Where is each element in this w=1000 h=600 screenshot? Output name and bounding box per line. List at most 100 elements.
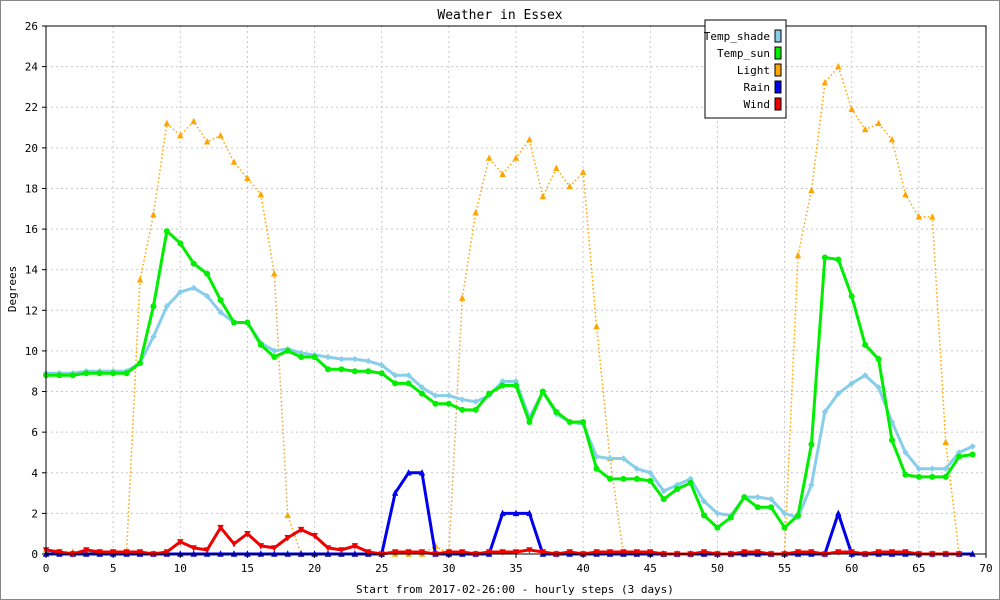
data-point-rain <box>418 469 426 476</box>
data-point-temp-shade <box>459 396 466 403</box>
data-point-wind <box>445 549 453 556</box>
data-point-temp-sun <box>338 366 345 373</box>
data-point-temp-shade <box>324 353 332 361</box>
data-point-temp-shade <box>969 443 976 450</box>
data-point-temp-sun <box>56 372 63 379</box>
data-point-temp-sun <box>969 451 976 458</box>
data-point-wind <box>123 549 130 556</box>
x-tick-label: 55 <box>778 562 791 575</box>
data-point-wind <box>83 547 90 554</box>
data-point-temp-sun <box>929 473 936 480</box>
x-axis-label: Start from 2017-02-26:00 - hourly steps … <box>356 583 674 596</box>
data-point-temp-shade <box>808 481 815 489</box>
legend-box <box>704 19 787 119</box>
y-tick-label: 26 <box>25 20 38 33</box>
data-point-wind <box>835 549 842 556</box>
data-point-wind <box>324 545 332 552</box>
data-point-wind <box>808 549 815 556</box>
series-line-temp-sun <box>46 229 973 530</box>
data-point-light <box>929 213 936 220</box>
legend-swatch <box>774 29 782 43</box>
data-point-temp-sun <box>325 366 331 373</box>
data-point-temp-sun <box>445 400 452 407</box>
data-point-temp-shade <box>351 355 359 363</box>
data-point-wind <box>230 541 238 548</box>
data-point-temp-sun <box>392 380 399 387</box>
data-point-temp-sun <box>701 512 707 519</box>
data-point-light <box>902 190 909 198</box>
data-point-temp-sun <box>459 406 466 413</box>
data-point-temp-sun <box>472 406 479 413</box>
x-tick-label: 40 <box>577 562 590 575</box>
data-point-rain <box>405 469 412 476</box>
x-tick-label: 30 <box>442 562 455 575</box>
series-layer <box>42 62 976 558</box>
data-point-temp-sun <box>217 297 224 304</box>
y-tick-label: 20 <box>25 142 38 155</box>
data-point-light <box>579 168 587 175</box>
data-point-temp-shade <box>445 392 453 399</box>
data-point-wind <box>633 549 641 556</box>
tick-labels: 0 5 10 15 20 25 30 35 40 45 50 55 60 65 70024681012141… <box>25 20 993 575</box>
data-point-temp-sun <box>714 524 721 531</box>
data-point-wind <box>418 549 426 556</box>
y-tick-label: 18 <box>25 182 38 195</box>
data-point-temp-shade <box>700 498 708 505</box>
data-point-wind <box>257 543 265 550</box>
legend: Temp_shade Temp_sun Light Rain Wind <box>704 19 787 119</box>
data-point-temp-sun <box>848 293 855 300</box>
data-point-temp-sun <box>781 524 788 531</box>
y-tick-label: 12 <box>25 304 38 317</box>
x-tick-label: 45 <box>644 562 657 575</box>
data-point-temp-shade <box>835 390 842 397</box>
data-point-wind <box>566 549 573 556</box>
data-point-light <box>271 270 278 277</box>
data-point-light <box>861 125 869 133</box>
data-point-light <box>150 211 157 218</box>
data-point-temp-sun <box>365 368 372 375</box>
data-point-wind <box>284 535 291 542</box>
data-point-temp-sun <box>123 370 130 377</box>
data-point-temp-sun <box>284 347 291 354</box>
data-point-light <box>136 276 144 283</box>
legend-label: Light <box>737 64 770 77</box>
y-tick-label: 22 <box>25 101 38 114</box>
data-point-temp-shade <box>647 469 654 476</box>
data-point-light <box>539 192 547 200</box>
data-point-temp-shade <box>150 333 157 340</box>
data-point-temp-sun <box>163 228 170 235</box>
data-point-temp-shade <box>271 347 278 355</box>
data-point-temp-sun <box>231 319 237 326</box>
data-point-light <box>485 154 493 161</box>
data-point-temp-sun <box>96 370 103 377</box>
data-point-light <box>499 170 506 177</box>
data-point-temp-sun <box>513 382 519 389</box>
data-point-wind <box>96 549 103 556</box>
data-point-wind <box>754 549 761 556</box>
data-point-temp-sun <box>956 453 963 460</box>
x-tick-label: 25 <box>375 562 388 575</box>
y-tick-label: 24 <box>25 61 39 74</box>
data-point-wind <box>311 533 318 540</box>
data-point-temp-shade <box>391 372 399 379</box>
data-point-wind <box>391 549 399 556</box>
data-point-wind <box>56 549 63 556</box>
data-point-temp-shade <box>217 309 224 316</box>
data-point-temp-shade <box>929 465 936 472</box>
x-tick-label: 60 <box>845 562 858 575</box>
data-point-wind <box>700 549 708 556</box>
data-point-temp-shade <box>432 392 439 399</box>
data-point-temp-sun <box>257 341 264 348</box>
x-tick-label: 15 <box>241 562 254 575</box>
data-point-temp-sun <box>768 504 775 511</box>
data-point-light <box>835 62 842 70</box>
data-point-temp-sun <box>647 477 654 484</box>
data-point-light <box>512 154 520 161</box>
data-point-temp-shade <box>338 355 345 363</box>
data-point-temp-sun <box>607 475 613 482</box>
data-point-temp-shade <box>365 357 372 365</box>
data-point-wind <box>647 549 654 556</box>
data-point-wind <box>848 549 855 556</box>
data-point-rain <box>512 509 520 517</box>
